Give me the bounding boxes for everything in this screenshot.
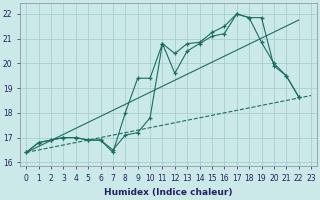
- X-axis label: Humidex (Indice chaleur): Humidex (Indice chaleur): [104, 188, 233, 197]
